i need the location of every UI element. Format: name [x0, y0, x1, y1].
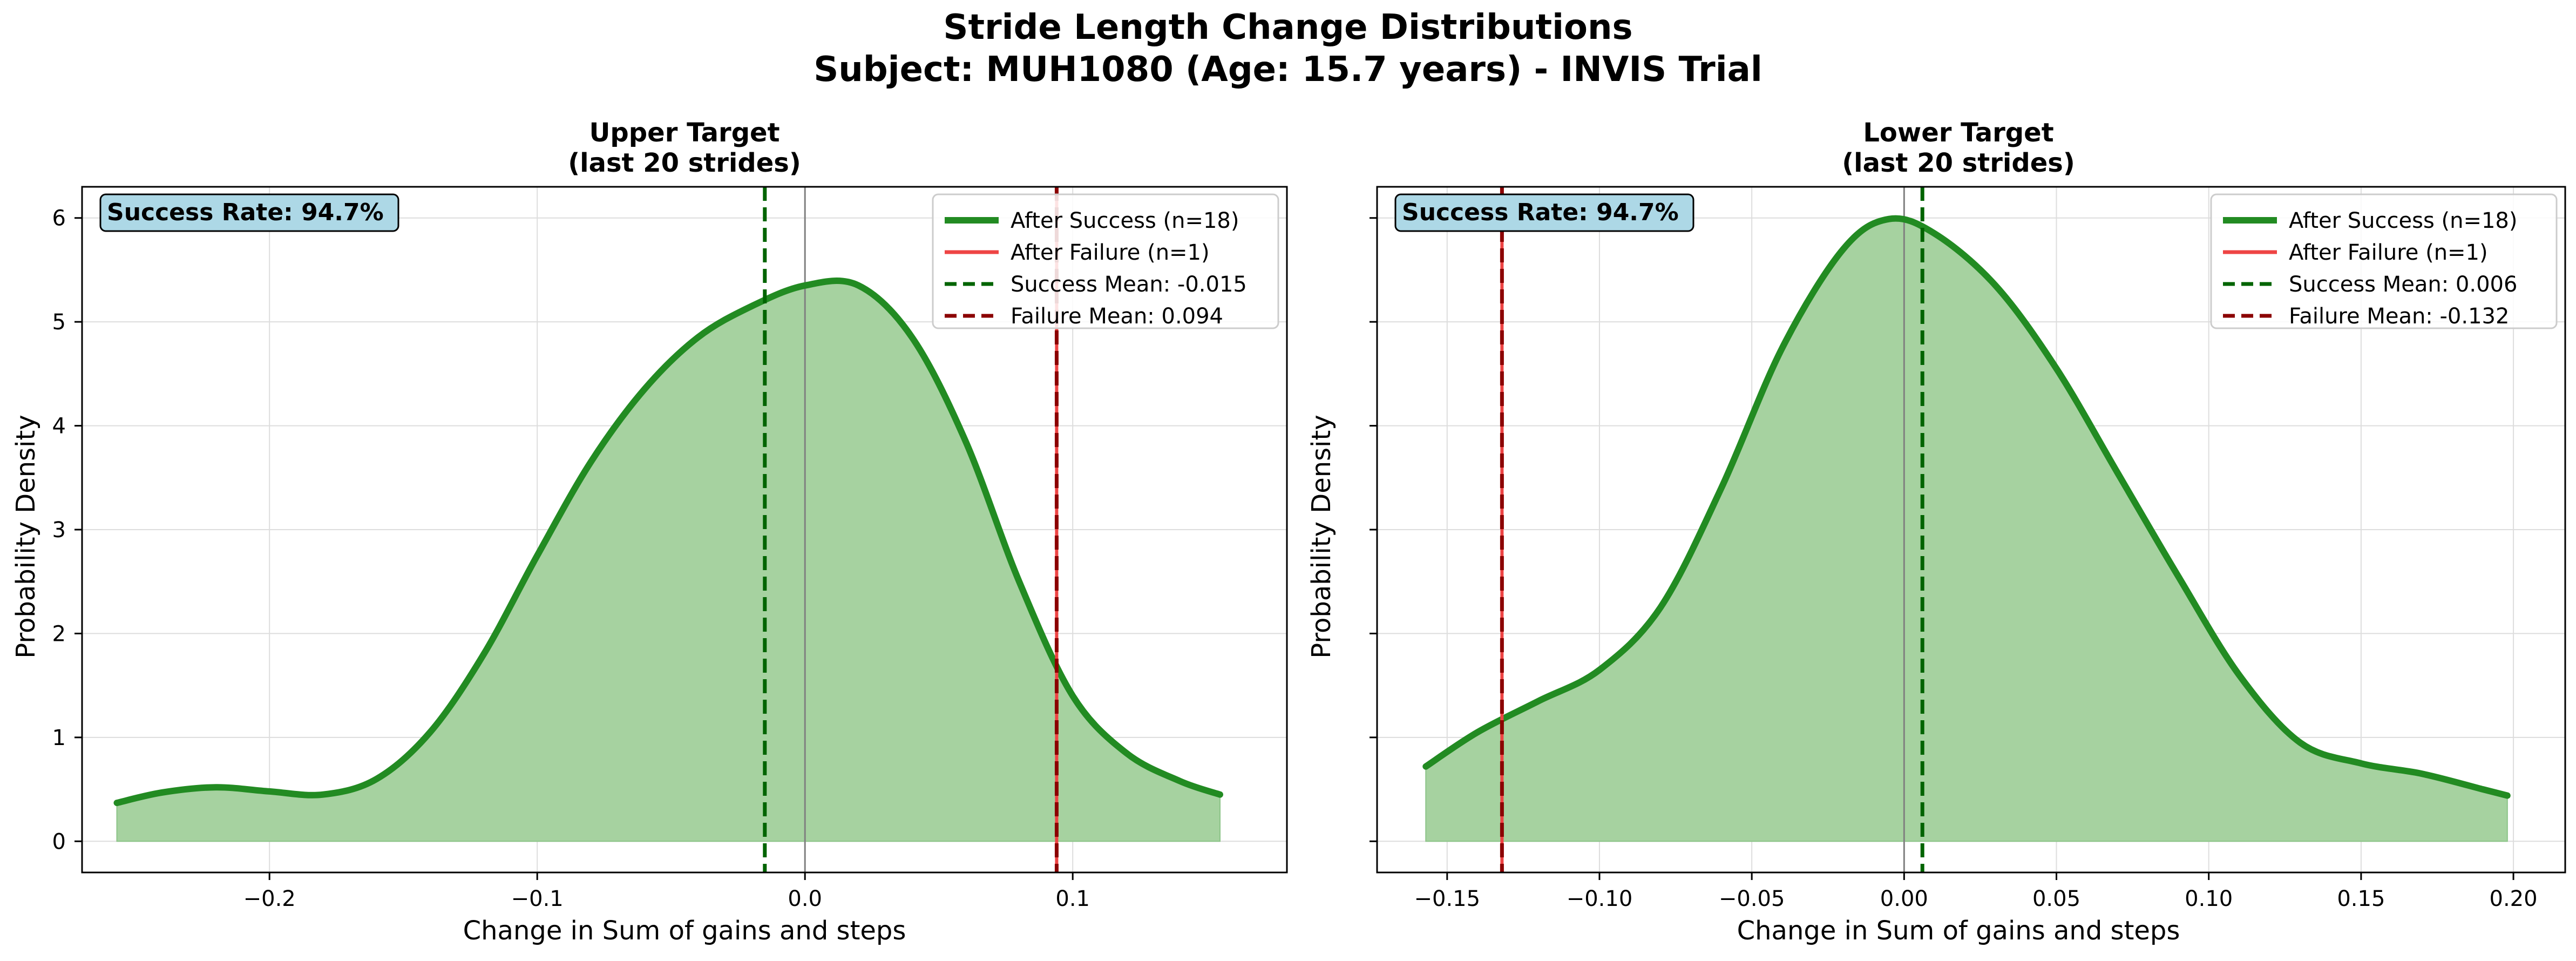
success-density-line — [113, 278, 1223, 807]
success-rate-badge: Success Rate: 94.7% — [99, 193, 399, 232]
x-tick-label: 0.20 — [2490, 886, 2538, 911]
legend-after-success-label: After Success (n=18) — [2289, 208, 2517, 233]
y-tick-label: 5 — [52, 310, 66, 335]
x-tick-label: 0.1 — [1055, 886, 1090, 911]
x-tick-label: 0.00 — [1880, 886, 1928, 911]
panel-title-line1: Lower Target — [1863, 118, 2053, 148]
x-tick-label: 0.10 — [2185, 886, 2233, 911]
legend: After Success (n=18) After Failure (n=1) S… — [2210, 193, 2558, 329]
y-tick-label: 0 — [52, 829, 66, 854]
y-axis-label: Probability Density — [1306, 415, 1337, 658]
success-rate-box — [99, 193, 399, 232]
success-rate-text: Success Rate: 94.7% — [1402, 199, 1679, 226]
legend-after-failure-label: After Failure (n=1) — [1011, 240, 1210, 265]
x-tick-label: −0.1 — [511, 886, 564, 911]
legend-after-failure-label: After Failure (n=1) — [2289, 240, 2488, 265]
legend-failure-mean-label: Failure Mean: -0.132 — [2289, 304, 2509, 329]
legend-success-mean-label: Success Mean: 0.006 — [2289, 272, 2517, 297]
legend-success-mean-label: Success Mean: -0.015 — [1011, 272, 1247, 297]
x-tick-label: −0.05 — [1719, 886, 1785, 911]
panel-title-line2: (last 20 strides) — [1842, 148, 2075, 178]
figure-subtitle: Subject: MUH1080 (Age: 15.7 years) - INV… — [814, 50, 1762, 90]
x-axis-label: Change in Sum of gains and steps — [463, 916, 906, 946]
panel-lower-target: Lower Target (last 20 strides) Change in… — [1306, 118, 2566, 946]
figure-title: Stride Length Change Distributions — [943, 8, 1632, 48]
y-tick-label: 1 — [52, 726, 66, 750]
y-axis-label: Probability Density — [11, 415, 41, 658]
x-tick-label: 0.15 — [2337, 886, 2385, 911]
y-tick-label: 3 — [52, 518, 66, 543]
panel-title-line2: (last 20 strides) — [568, 148, 801, 178]
legend-after-success-label: After Success (n=18) — [1011, 208, 1239, 233]
y-tick-label: 2 — [52, 621, 66, 646]
panel-title-line1: Upper Target — [589, 118, 779, 148]
y-tick-label: 4 — [52, 414, 66, 439]
legend: After Success (n=18) After Failure (n=1) S… — [932, 193, 1279, 329]
x-tick-label: 0.0 — [788, 886, 822, 911]
success-rate-text: Success Rate: 94.7% — [107, 199, 384, 226]
x-tick-label: −0.2 — [243, 886, 296, 911]
x-tick-label: 0.05 — [2032, 886, 2080, 911]
x-tick-label: −0.10 — [1567, 886, 1633, 911]
success-rate-box — [1394, 193, 1694, 232]
legend-box — [2210, 193, 2558, 329]
panel-upper-target: Upper Target (last 20 strides) Change in… — [11, 118, 1288, 946]
success-rate-badge: Success Rate: 94.7% — [1394, 193, 1694, 232]
x-tick-label: −0.15 — [1414, 886, 1481, 911]
legend-box — [932, 193, 1279, 329]
success-density-line — [1422, 215, 2511, 799]
legend-failure-mean-label: Failure Mean: 0.094 — [1011, 304, 1223, 329]
y-tick-label: 6 — [52, 206, 66, 231]
x-axis-label: Change in Sum of gains and steps — [1737, 916, 2180, 946]
